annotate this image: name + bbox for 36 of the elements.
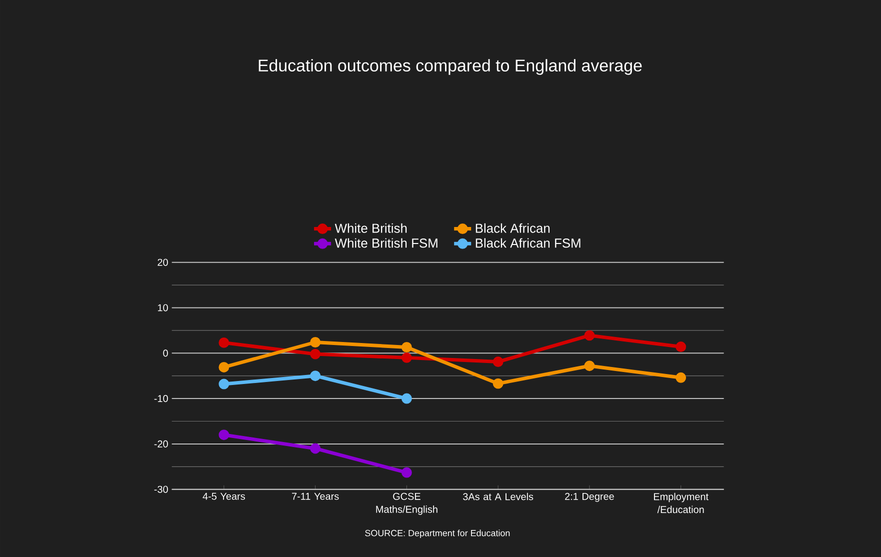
point xyxy=(401,342,412,352)
y-tick-label: -10 xyxy=(154,395,168,402)
point xyxy=(492,378,504,389)
source-note: SOURCE: Department for Education xyxy=(365,530,510,538)
legend-label: Black African xyxy=(476,223,550,233)
point xyxy=(218,362,230,372)
x-tick-label: Employment /Education xyxy=(654,492,708,514)
point xyxy=(310,443,321,454)
x-tick-label: 4-5 Years xyxy=(202,492,245,500)
point xyxy=(310,370,321,382)
x-tick-label: 2:1 Degree xyxy=(565,492,614,502)
y-tick-label: 0 xyxy=(163,350,168,357)
point xyxy=(401,393,412,404)
x-tick-label: GCSE Maths/English xyxy=(376,492,438,515)
point xyxy=(218,430,230,440)
point xyxy=(676,372,686,383)
point xyxy=(584,360,595,372)
x-tick-label: 3As at A Levels xyxy=(463,492,534,500)
legend-label: White British xyxy=(334,223,407,233)
point xyxy=(310,348,321,360)
x-tick-label: 7-11 Years xyxy=(292,492,339,500)
point xyxy=(676,342,686,352)
y-tick-label: -30 xyxy=(154,486,168,493)
y-tick-label: 10 xyxy=(158,304,168,312)
point xyxy=(218,337,230,348)
point xyxy=(310,337,321,348)
legend-label: Black African FSM xyxy=(476,238,580,248)
legend-label: White British FSM xyxy=(334,238,438,248)
point xyxy=(401,352,412,363)
point xyxy=(492,356,504,368)
point xyxy=(584,330,595,341)
point xyxy=(401,467,412,478)
chart-title: Education outcomes compared to England average xyxy=(258,59,642,75)
point xyxy=(218,378,230,390)
y-tick-label: -20 xyxy=(154,440,168,448)
y-tick-label: 20 xyxy=(158,258,168,266)
